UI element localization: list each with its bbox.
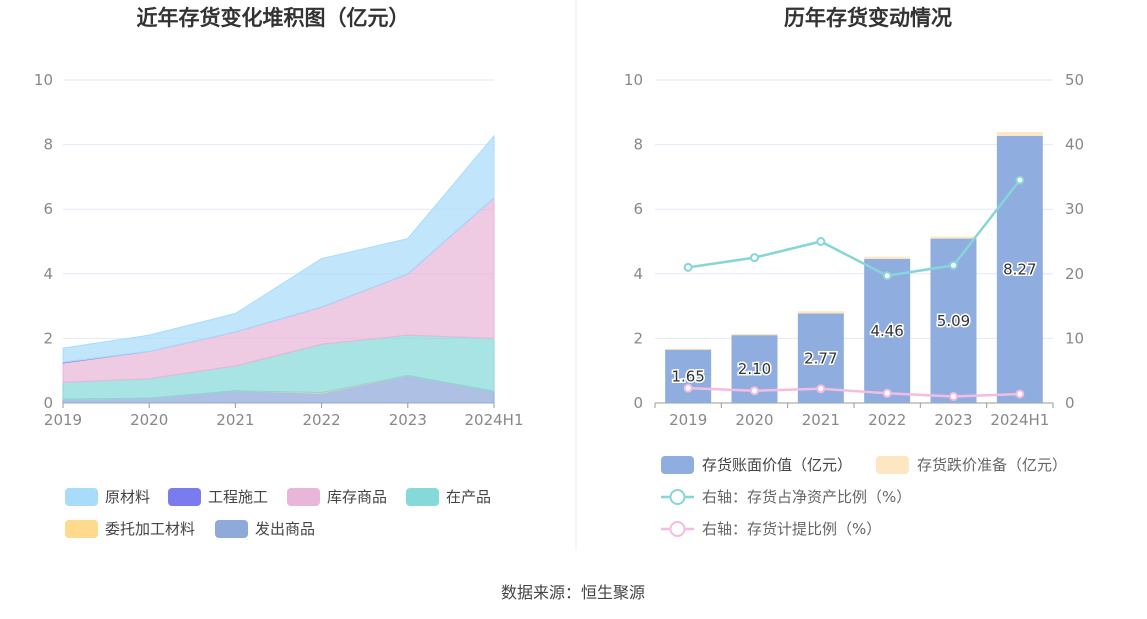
legend-marker xyxy=(669,521,686,537)
x-tick-label: 2022 xyxy=(303,411,341,429)
bar-impairment xyxy=(930,236,977,239)
y2-tick-label: 50 xyxy=(1065,71,1084,89)
line-series-1 xyxy=(688,386,1020,398)
legend-label: 发出商品 xyxy=(255,520,315,538)
bar-impairment xyxy=(731,333,778,336)
line-point xyxy=(816,237,826,246)
line-point xyxy=(1015,175,1025,185)
bar-value-label: 8.27 xyxy=(1003,260,1036,278)
y-tick-label: 6 xyxy=(43,200,53,218)
bar-impairment xyxy=(797,311,844,314)
legend-swatch xyxy=(65,520,98,538)
legend-label: 工程施工 xyxy=(208,488,268,506)
y-tick-label: 10 xyxy=(34,71,53,89)
y-tick-label: 0 xyxy=(633,394,643,412)
x-tick-label: 2023 xyxy=(389,411,427,429)
x-tick-label: 2021 xyxy=(802,411,840,429)
bar-value-label: 5.09 xyxy=(937,312,970,330)
x-tick-label: 2019 xyxy=(669,411,707,429)
y-tick-label: 6 xyxy=(633,200,643,218)
y-tick-label: 4 xyxy=(633,265,643,283)
y2-tick-label: 0 xyxy=(1065,394,1075,412)
line-point xyxy=(949,392,958,402)
bar-value-label: 2.77 xyxy=(804,349,837,367)
line-point xyxy=(750,253,759,263)
legend-swatch xyxy=(406,488,439,506)
legend-swatch xyxy=(215,520,248,538)
legend-label: 库存商品 xyxy=(327,488,387,506)
legend-label: 委托加工材料 xyxy=(105,520,195,538)
chart1-title: 近年存货变化堆积图（亿元） xyxy=(137,6,410,30)
legend-swatch xyxy=(661,456,694,474)
x-tick-label: 2024H1 xyxy=(465,411,524,429)
line-point xyxy=(816,384,826,394)
x-tick-label: 2022 xyxy=(868,411,906,429)
y-tick-label: 10 xyxy=(624,71,643,89)
legend-label: 右轴：存货计提比例（%） xyxy=(702,520,881,538)
legend-swatch xyxy=(287,488,320,506)
line-point xyxy=(750,386,759,396)
x-tick-label: 2024H1 xyxy=(990,411,1049,429)
legend-label: 原材料 xyxy=(105,488,150,506)
source-label: 数据来源：恒生聚源 xyxy=(501,583,645,602)
x-tick-label: 2021 xyxy=(216,411,254,429)
line-series-0 xyxy=(687,179,1021,278)
bar-book-value xyxy=(864,258,911,403)
bar-impairment xyxy=(996,132,1043,136)
legend-label: 存货跌价准备（亿元） xyxy=(917,456,1067,474)
line-point xyxy=(683,262,693,272)
line-point xyxy=(882,388,892,398)
bar-value-label: 1.65 xyxy=(671,367,704,385)
legend-label: 在产品 xyxy=(446,488,491,506)
legend-marker xyxy=(669,489,686,505)
line-point xyxy=(683,383,693,393)
y-tick-label: 4 xyxy=(43,265,53,283)
x-tick-label: 2023 xyxy=(934,411,972,429)
bar-value-label: 4.46 xyxy=(870,322,903,340)
line-point xyxy=(882,271,892,281)
y-tick-label: 0 xyxy=(43,394,53,412)
legend-label: 右轴：存货占净资产比例（%） xyxy=(702,488,911,506)
y2-tick-label: 20 xyxy=(1065,265,1084,283)
legend-swatch xyxy=(65,488,98,506)
x-tick-label: 2020 xyxy=(130,411,168,429)
y2-tick-label: 40 xyxy=(1065,136,1084,154)
bar-impairment xyxy=(665,348,712,350)
y-tick-label: 2 xyxy=(43,329,53,347)
y-tick-label: 2 xyxy=(633,329,643,347)
y-tick-label: 8 xyxy=(43,136,53,154)
stacked-area-chart: 0 2 4 6 8 10 2019 2020 2021 2022 2023 2024H1 xyxy=(34,71,524,429)
legend-swatch xyxy=(876,456,909,474)
bar-line-chart: 0 2 4 6 8 10 0 10 20 30 40 50 2019 2020 2021 2022 2023 20… xyxy=(624,71,1084,429)
x-tick-label: 2019 xyxy=(44,411,82,429)
bar-impairment xyxy=(864,256,911,259)
line-point xyxy=(1015,389,1025,399)
y-tick-label: 8 xyxy=(633,136,643,154)
line-point xyxy=(949,260,958,270)
chart2-title: 历年存货变动情况 xyxy=(784,6,952,30)
area-series-5 xyxy=(62,134,495,363)
legend-swatch xyxy=(168,488,201,506)
y2-tick-label: 10 xyxy=(1065,329,1084,347)
bar-book-value xyxy=(665,349,712,403)
legend-label: 存货账面价值（亿元） xyxy=(702,456,852,474)
bar-value-label: 2.10 xyxy=(738,360,771,378)
x-tick-label: 2020 xyxy=(735,411,773,429)
chart2-legend: 存货账面价值（亿元） 存货跌价准备（亿元） 右轴：存货占净资产比例（%） 右轴：存货计… xyxy=(661,456,1067,538)
y2-tick-label: 30 xyxy=(1065,200,1084,218)
